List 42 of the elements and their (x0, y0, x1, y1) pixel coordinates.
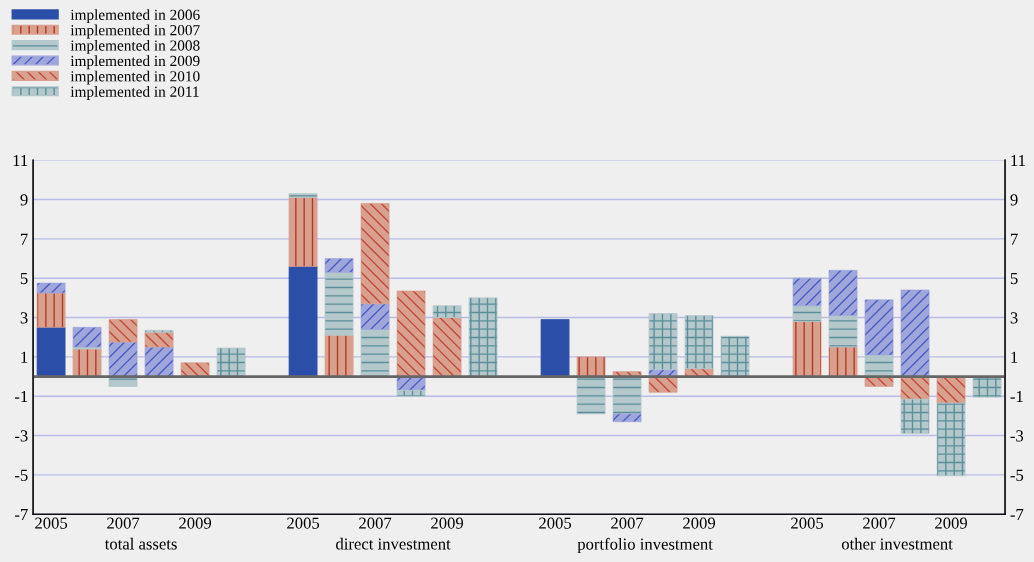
legend-label: implemented in 2009 (70, 55, 200, 70)
x-tick-label: 2009 (179, 517, 212, 529)
text: other investment (841, 537, 953, 550)
y2-tick-label: 5 (1010, 273, 1018, 285)
legend-label: implemented in 2011 (70, 86, 199, 100)
x-tick-label: 2005 (287, 517, 320, 529)
y-tick-label: 9 (20, 194, 28, 206)
y-tick-label: 11 (13, 154, 28, 166)
legend-label: implemented in 2010 (70, 70, 200, 85)
x-tick-label: 2005 (791, 517, 824, 529)
y2-tick-label: 9 (1010, 194, 1018, 206)
x-tick-label: 2009 (431, 517, 464, 529)
y-tick-label: 7 (20, 233, 28, 245)
y2-tick-label: 7 (1011, 233, 1018, 245)
y2-tick-label: -7 (1010, 509, 1024, 521)
y2-tick-label: 3 (1010, 312, 1018, 324)
x-tick-label: 2005 (35, 517, 68, 529)
y2-tick-label: 1 (1011, 351, 1018, 363)
y2-tick-label: -1 (1010, 390, 1023, 402)
text: total assets (104, 537, 177, 550)
y-tick-label: -5 (14, 469, 28, 481)
y-tick-label: -7 (14, 509, 28, 521)
x-tick-label: 2007 (107, 517, 140, 529)
x-tick-label: 2009 (935, 517, 968, 529)
text: portfolio investment (577, 537, 713, 554)
y-tick-label: -3 (14, 430, 28, 442)
y-tick-label: 5 (20, 273, 28, 285)
y-tick-label: -1 (14, 390, 28, 402)
y2-tick-label: 11 (1011, 154, 1025, 166)
x-tick-label: 2009 (683, 517, 716, 529)
x-tick-label: 2005 (539, 517, 572, 529)
y-tick-label: 3 (20, 312, 28, 324)
y-tick-label: 1 (21, 351, 28, 363)
y2-tick-label: -3 (1010, 430, 1024, 442)
x-tick-label: 2007 (863, 517, 896, 529)
x-tick-label: 2007 (611, 517, 644, 529)
x-tick-label: 2007 (359, 517, 392, 529)
text: direct investment (336, 537, 451, 550)
y2-tick-label: -5 (1010, 469, 1024, 481)
legend-label: implemented in 2006 (70, 9, 200, 24)
legend-label: implemented in 2007 (70, 24, 200, 39)
legend-label: implemented in 2008 (70, 39, 200, 54)
